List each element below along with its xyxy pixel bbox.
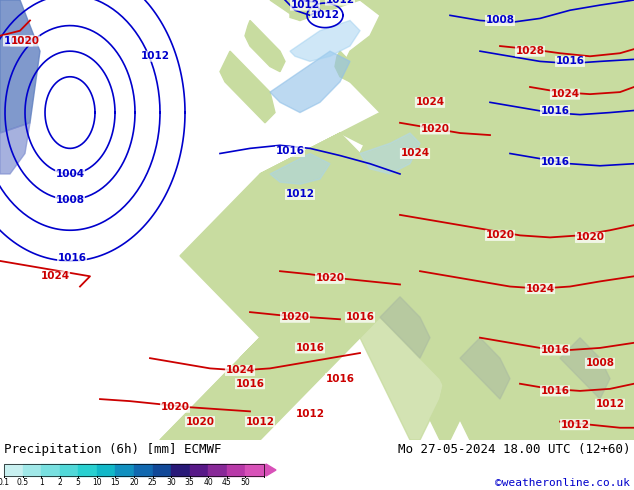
Polygon shape <box>308 2 328 12</box>
Text: 1020: 1020 <box>186 416 214 427</box>
Text: 1024: 1024 <box>41 271 70 281</box>
Polygon shape <box>460 338 510 399</box>
Text: 1024: 1024 <box>526 284 555 294</box>
Bar <box>245 464 264 476</box>
Text: 1020: 1020 <box>160 402 190 412</box>
Text: 50: 50 <box>240 478 250 487</box>
Text: 0.5: 0.5 <box>16 478 29 487</box>
Text: 1016: 1016 <box>235 379 264 389</box>
Text: Mo 27-05-2024 18.00 UTC (12+60): Mo 27-05-2024 18.00 UTC (12+60) <box>398 443 630 456</box>
Polygon shape <box>0 0 40 133</box>
Text: 35: 35 <box>185 478 195 487</box>
Text: 1016: 1016 <box>541 345 569 355</box>
Text: 45: 45 <box>222 478 232 487</box>
Polygon shape <box>350 235 445 440</box>
Bar <box>41 464 60 476</box>
Bar <box>23 464 41 476</box>
Bar <box>171 464 190 476</box>
Text: 1004: 1004 <box>55 169 84 179</box>
Polygon shape <box>160 113 460 440</box>
Text: 1016: 1016 <box>276 147 304 156</box>
Polygon shape <box>220 51 275 123</box>
Bar <box>153 464 171 476</box>
Text: 1020: 1020 <box>4 36 32 46</box>
Polygon shape <box>290 5 305 21</box>
Polygon shape <box>290 21 360 61</box>
Text: 1024: 1024 <box>415 98 444 107</box>
Bar <box>60 464 78 476</box>
Text: 15: 15 <box>110 478 120 487</box>
Text: 1008: 1008 <box>486 16 515 25</box>
Polygon shape <box>360 133 420 174</box>
Polygon shape <box>420 235 520 440</box>
Text: 1020: 1020 <box>316 273 344 283</box>
Bar <box>97 464 115 476</box>
Bar <box>227 464 245 476</box>
Text: 40: 40 <box>204 478 213 487</box>
Text: 1008: 1008 <box>56 195 84 204</box>
Text: 1020: 1020 <box>420 124 450 134</box>
Text: 1020: 1020 <box>11 36 39 46</box>
Text: 2: 2 <box>57 478 62 487</box>
Text: ©weatheronline.co.uk: ©weatheronline.co.uk <box>495 478 630 488</box>
Polygon shape <box>160 297 310 440</box>
Text: 1016: 1016 <box>541 157 569 167</box>
Text: 1012: 1012 <box>245 416 275 427</box>
Text: 1012: 1012 <box>141 51 169 61</box>
Text: 1020: 1020 <box>280 312 309 322</box>
Text: 1016: 1016 <box>58 253 86 263</box>
Bar <box>115 464 134 476</box>
Text: 1012: 1012 <box>285 190 314 199</box>
Text: 1028: 1028 <box>515 46 545 56</box>
Text: Precipitation (6h) [mm] ECMWF: Precipitation (6h) [mm] ECMWF <box>4 443 221 456</box>
Text: 1016: 1016 <box>541 105 569 116</box>
Text: 1020: 1020 <box>486 230 515 241</box>
Bar <box>190 464 209 476</box>
Polygon shape <box>490 0 634 164</box>
Text: 1016: 1016 <box>325 373 354 384</box>
Text: 1012: 1012 <box>295 410 325 419</box>
Text: 10: 10 <box>92 478 101 487</box>
Text: 1012: 1012 <box>290 0 320 10</box>
Polygon shape <box>0 123 30 174</box>
Text: 1012: 1012 <box>311 10 339 21</box>
Polygon shape <box>380 297 430 358</box>
FancyArrow shape <box>264 464 276 476</box>
Polygon shape <box>270 51 350 113</box>
Text: 1: 1 <box>39 478 44 487</box>
Polygon shape <box>335 51 355 82</box>
Text: 1012: 1012 <box>595 399 624 409</box>
Bar <box>78 464 97 476</box>
Polygon shape <box>560 338 610 399</box>
Text: 1016: 1016 <box>346 312 375 322</box>
Bar <box>4 464 264 476</box>
Text: 0.1: 0.1 <box>0 478 10 487</box>
Polygon shape <box>380 235 634 440</box>
Polygon shape <box>245 21 285 72</box>
Text: 5: 5 <box>76 478 81 487</box>
Bar <box>134 464 153 476</box>
Text: 1024: 1024 <box>226 366 255 375</box>
Text: 20: 20 <box>129 478 139 487</box>
Polygon shape <box>270 153 330 184</box>
Text: 1016: 1016 <box>295 343 325 353</box>
Polygon shape <box>180 133 390 358</box>
Text: 1008: 1008 <box>586 358 614 368</box>
Text: 1024: 1024 <box>401 148 430 158</box>
Bar <box>209 464 227 476</box>
Text: 30: 30 <box>166 478 176 487</box>
Bar <box>4 464 23 476</box>
Polygon shape <box>270 0 634 440</box>
Text: 1016: 1016 <box>541 386 569 396</box>
Text: 1024: 1024 <box>550 89 579 99</box>
Text: 1016: 1016 <box>555 56 585 67</box>
Text: 1020: 1020 <box>576 232 604 243</box>
Text: 1012: 1012 <box>560 419 590 430</box>
Text: 1012: 1012 <box>325 0 354 5</box>
Text: 25: 25 <box>148 478 157 487</box>
